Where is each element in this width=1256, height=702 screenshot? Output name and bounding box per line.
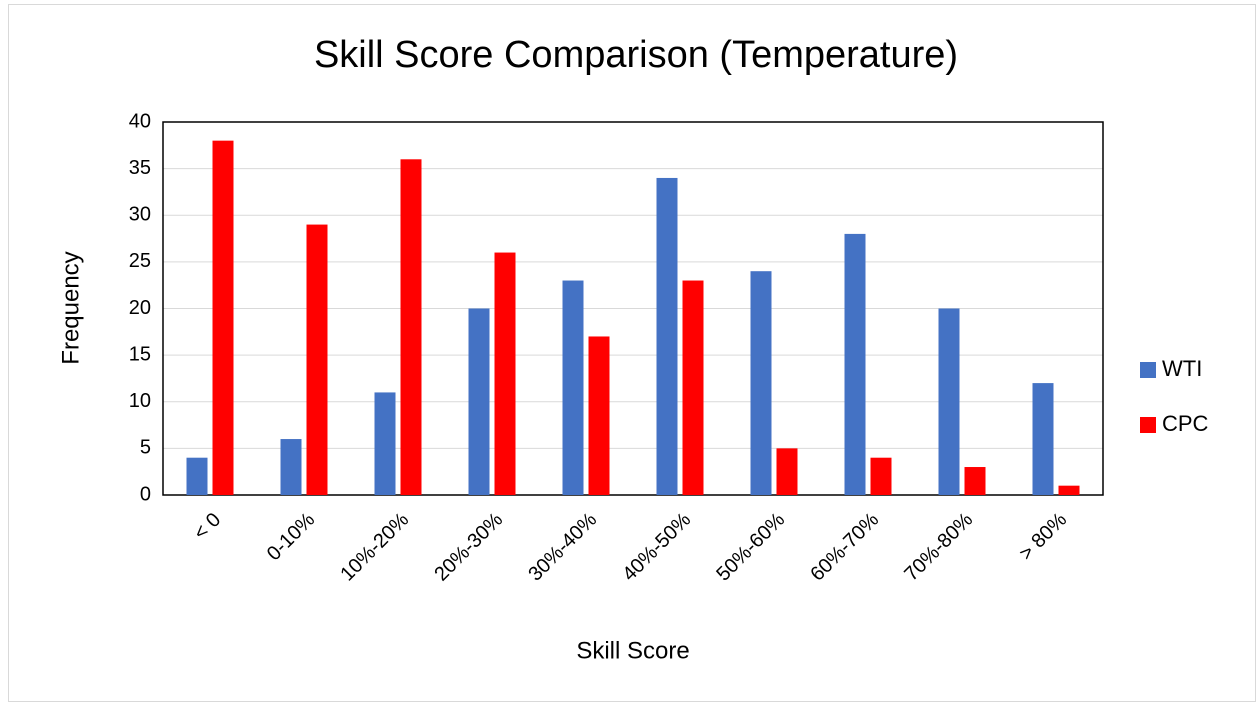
- y-tick-label: 20: [129, 297, 151, 319]
- x-tick-label: 60%-70%: [806, 509, 883, 586]
- x-tick-label: > 80%: [1015, 509, 1071, 565]
- x-tick-label: 30%-40%: [524, 509, 601, 586]
- bar: [870, 457, 892, 495]
- bar: [964, 467, 986, 495]
- x-tick-label: < 0: [190, 509, 226, 545]
- bar: [400, 159, 422, 496]
- bar: [306, 224, 328, 495]
- legend-label: CPC: [1162, 411, 1209, 436]
- bar: [844, 233, 866, 495]
- bar: [750, 271, 772, 495]
- y-tick-label: 15: [129, 343, 151, 365]
- chart-border: [8, 4, 1256, 702]
- y-tick-label: 35: [129, 157, 151, 179]
- bar: [682, 280, 704, 495]
- bar: [186, 457, 208, 495]
- bar: [776, 448, 798, 495]
- bar: [212, 140, 234, 495]
- bar: [374, 392, 396, 495]
- y-tick-label: 25: [129, 250, 151, 272]
- x-tick-label: 20%-30%: [430, 509, 507, 586]
- chart-title: Skill Score Comparison (Temperature): [314, 34, 958, 76]
- x-tick-label: 70%-80%: [900, 509, 977, 586]
- bar: [588, 336, 610, 495]
- bar: [562, 280, 584, 495]
- x-tick-label: 0-10%: [263, 509, 320, 566]
- y-tick-label: 5: [140, 437, 151, 459]
- y-tick-label: 40: [129, 110, 151, 132]
- legend-swatch: [1140, 417, 1156, 433]
- bar: [1032, 383, 1054, 495]
- y-tick-label: 30: [129, 204, 151, 226]
- legend-label: WTI: [1162, 356, 1202, 381]
- x-axis-label: Skill Score: [576, 637, 689, 664]
- plot-frame: [162, 121, 1104, 496]
- legend-swatch: [1140, 362, 1156, 378]
- bar: [1058, 485, 1080, 495]
- bar: [656, 177, 678, 495]
- bar: [494, 252, 516, 495]
- y-tick-label: 0: [140, 483, 151, 505]
- bar: [938, 308, 960, 495]
- bar: [280, 439, 302, 495]
- bar: [468, 308, 490, 495]
- x-tick-label: 50%-60%: [712, 509, 789, 586]
- y-axis-label: Frequency: [57, 251, 84, 364]
- y-tick-label: 10: [129, 390, 151, 412]
- x-tick-label: 40%-50%: [618, 509, 695, 586]
- x-tick-label: 10%-20%: [336, 509, 413, 586]
